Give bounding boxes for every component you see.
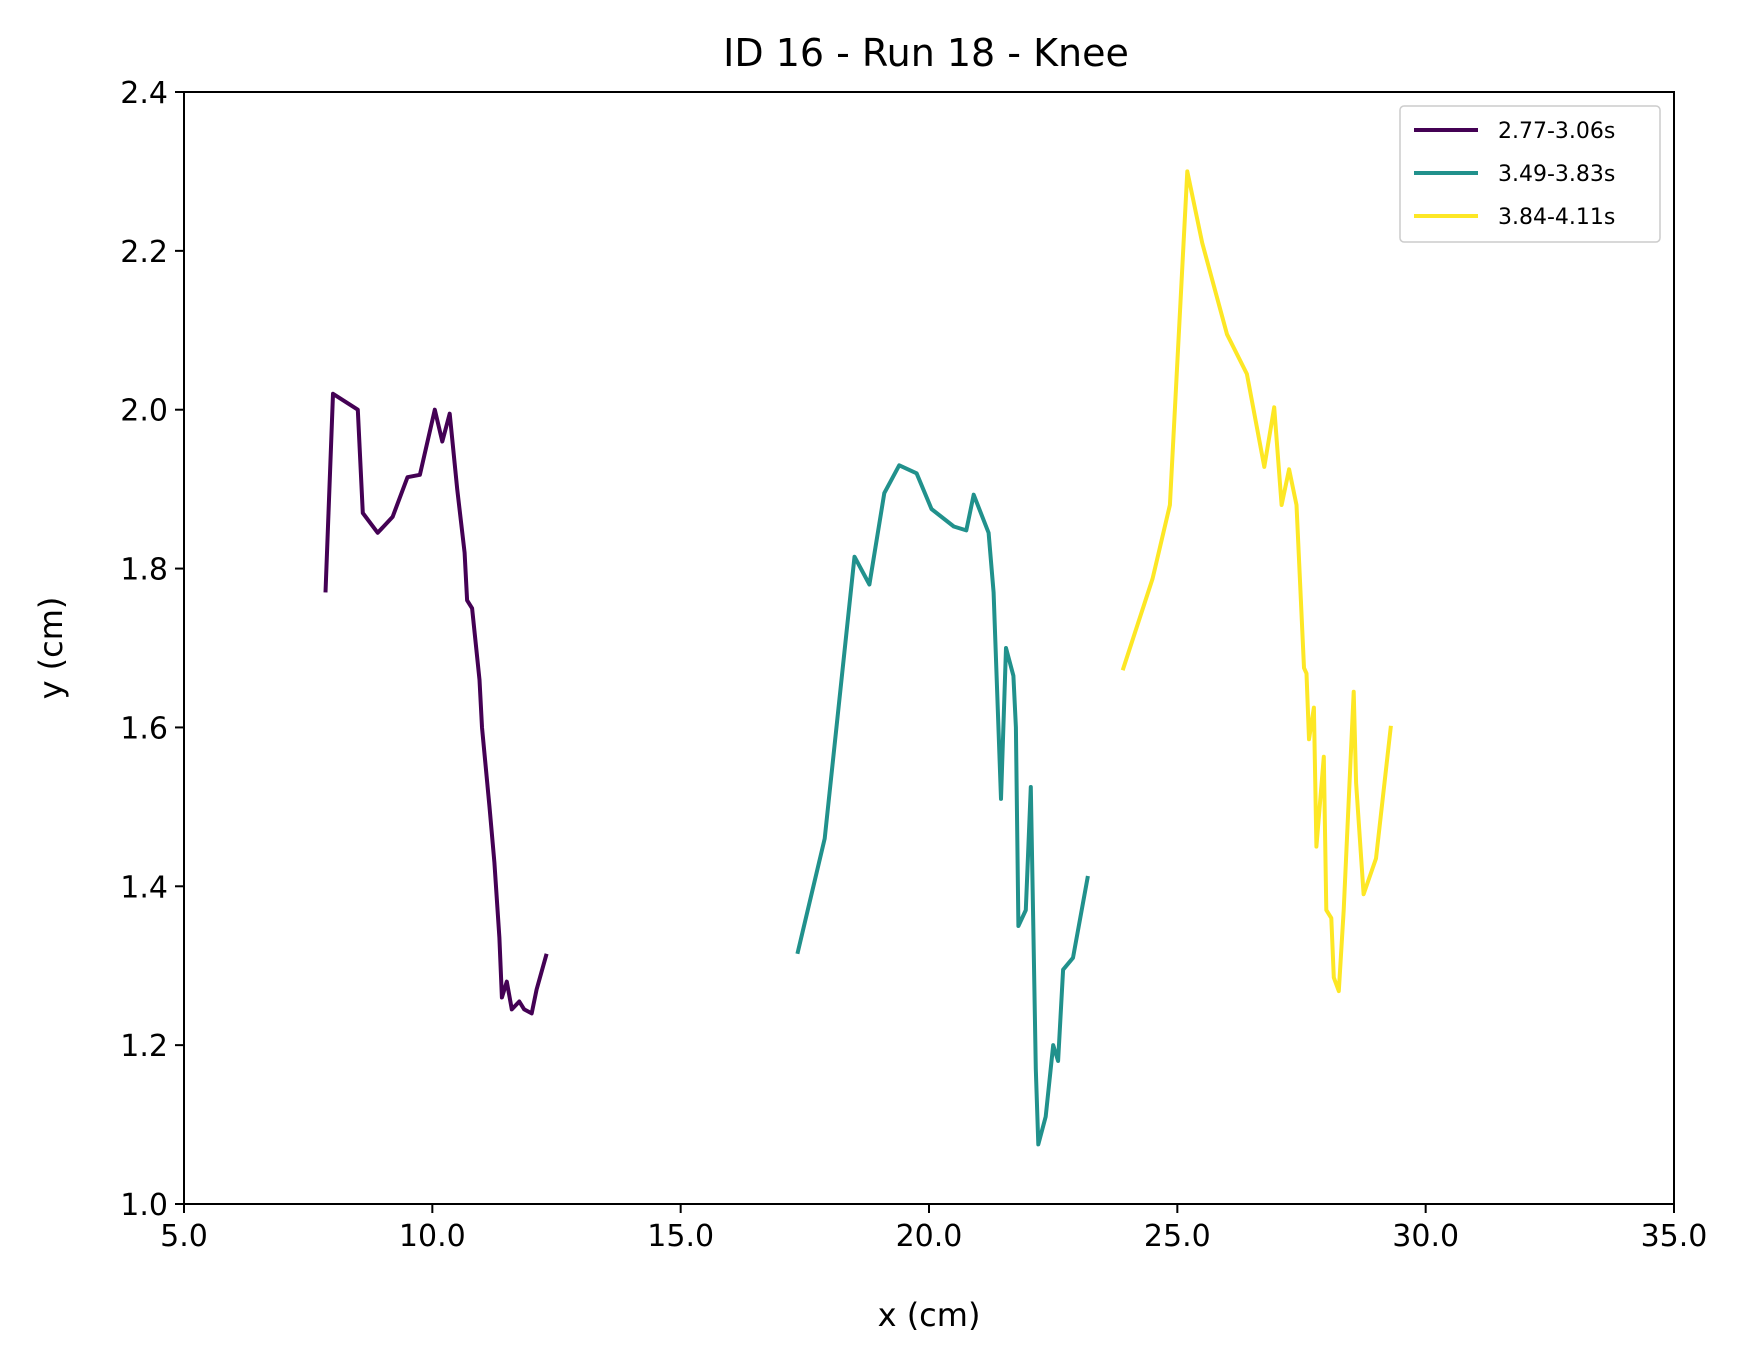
legend-label-2: 3.49-3.83s xyxy=(1498,162,1615,187)
y-tick-label: 1.0 xyxy=(120,1188,168,1223)
y-tick-label: 2.0 xyxy=(120,394,168,429)
x-tick-label: 35.0 xyxy=(1641,1219,1708,1254)
plot-lines xyxy=(323,169,1393,1147)
y-tick-label: 2.4 xyxy=(120,76,168,111)
series-line-2 xyxy=(795,463,1090,1147)
axes-frame xyxy=(183,91,1675,1205)
series-line-3 xyxy=(1120,169,1393,994)
x-ticks: 5.0 10.0 15.0 20.0 25.0 30.0 35.0 xyxy=(160,1204,1707,1254)
legend-label-3: 3.84-4.11s xyxy=(1498,205,1615,230)
y-axis-label: y (cm) xyxy=(32,597,70,700)
x-tick-label: 25.0 xyxy=(1144,1219,1211,1254)
x-tick-label: 20.0 xyxy=(896,1219,963,1254)
y-tick-label: 1.2 xyxy=(120,1029,168,1064)
series-line-1 xyxy=(323,391,549,1016)
legend-frame xyxy=(1399,105,1661,243)
x-tick-label: 5.0 xyxy=(160,1219,208,1254)
y-tick-label: 1.6 xyxy=(120,711,168,746)
legend-label-1: 2.77-3.06s xyxy=(1498,119,1615,144)
y-ticks: 1.0 1.2 1.4 1.6 1.8 2.0 2.2 2.4 xyxy=(120,76,184,1223)
y-tick-label: 2.2 xyxy=(120,235,168,270)
x-tick-label: 30.0 xyxy=(1392,1219,1459,1254)
y-tick-label: 1.8 xyxy=(120,553,168,588)
legend: 2.77-3.06s 3.49-3.83s 3.84-4.11s xyxy=(1399,105,1661,243)
y-tick-label: 1.4 xyxy=(120,870,168,905)
chart-title: ID 16 - Run 18 - Knee xyxy=(723,31,1129,75)
x-tick-label: 15.0 xyxy=(647,1219,714,1254)
x-axis-label: x (cm) xyxy=(878,1296,981,1334)
x-tick-label: 10.0 xyxy=(399,1219,466,1254)
